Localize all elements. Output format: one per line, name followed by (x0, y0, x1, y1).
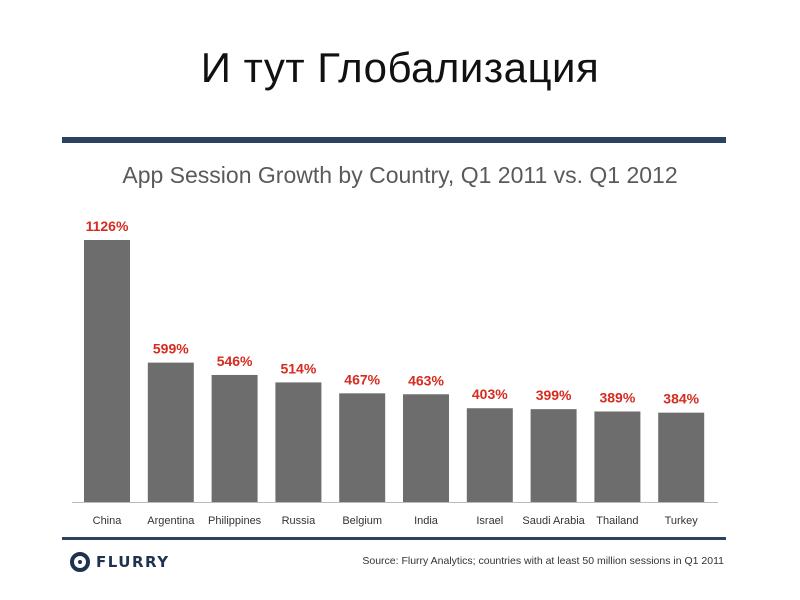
category-label: Belgium (342, 515, 382, 527)
flurry-logo-icon (70, 552, 90, 572)
data-label: 389% (599, 389, 635, 405)
flurry-logo: FLURRY (70, 549, 170, 575)
category-label: Saudi Arabia (522, 515, 585, 527)
slide-title: И тут Глобализация (200, 44, 600, 91)
logo-text: FLURRY (96, 553, 170, 571)
bottom-rule (62, 537, 726, 540)
bar-india (403, 394, 449, 502)
data-label: 599% (153, 341, 189, 357)
category-label: Israel (476, 515, 503, 527)
source-note: Source: Flurry Analytics; countries with… (362, 555, 724, 567)
bar-russia (275, 382, 322, 502)
data-label: 467% (344, 371, 380, 387)
bar-saudi-arabia (530, 409, 577, 502)
data-label: 384% (663, 391, 699, 407)
category-label: China (93, 515, 123, 527)
bar-turkey (658, 412, 705, 502)
data-label: 463% (408, 372, 444, 388)
category-label: India (414, 515, 439, 527)
data-label: 403% (472, 386, 508, 402)
category-label: Argentina (147, 515, 195, 527)
chart-title: App Session Growth by Country, Q1 2011 v… (122, 162, 678, 188)
bar-china (84, 240, 130, 502)
category-label: Thailand (596, 515, 638, 527)
category-label: Russia (282, 515, 317, 527)
data-label: 514% (280, 360, 316, 376)
bar-philippines (211, 374, 258, 502)
category-label: Turkey (665, 515, 699, 527)
bar-belgium (339, 393, 386, 502)
top-rule (62, 137, 726, 143)
bar-israel (466, 408, 513, 502)
data-label: 1126% (86, 218, 129, 234)
bar-argentina (147, 362, 194, 502)
category-label: Philippines (208, 515, 262, 527)
data-label: 546% (217, 353, 253, 369)
data-label: 399% (536, 387, 572, 403)
bar-thailand (594, 411, 641, 502)
